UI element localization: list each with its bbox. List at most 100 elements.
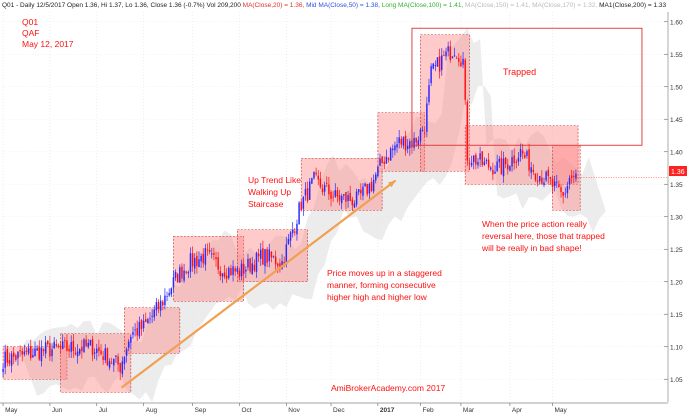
- candle-body: [470, 162, 473, 166]
- y-tick-label: 1.50: [670, 84, 683, 91]
- date-label: May 12, 2017: [22, 39, 74, 49]
- candle-body: [451, 56, 454, 59]
- candle-body: [423, 132, 426, 134]
- candle-body: [464, 59, 466, 100]
- candle-body: [166, 296, 168, 298]
- candle-body: [558, 184, 560, 188]
- candle-body: [543, 182, 545, 185]
- reversal-line-2: reversal here, those that trapped: [482, 231, 605, 241]
- candle-body: [355, 191, 358, 205]
- candle-body: [445, 51, 447, 57]
- candle-body: [127, 341, 130, 348]
- candle-body: [64, 340, 66, 342]
- candle-body: [270, 251, 273, 258]
- header-segment: Long MA(Close,100) = 1.41,: [380, 2, 463, 9]
- x-tick-label: Aug: [146, 407, 158, 414]
- candle-body: [402, 137, 405, 146]
- candle-body: [455, 57, 458, 59]
- header-segment: MA(Close,20) = 1.36,: [241, 2, 305, 9]
- candle-body: [21, 351, 23, 355]
- candle-body: [181, 266, 183, 279]
- staircase-box: [173, 235, 245, 302]
- candle-body: [432, 63, 434, 69]
- candle-body: [251, 263, 253, 275]
- candle-body: [351, 199, 354, 206]
- candle-body: [44, 342, 47, 354]
- candle-body: [179, 267, 181, 283]
- candle-body: [398, 137, 400, 144]
- candle-body: [387, 158, 390, 160]
- candle-body: [211, 253, 213, 255]
- staggered-line-2: manner, forming consecutive: [327, 280, 436, 290]
- y-tick-label: 1.40: [670, 149, 683, 156]
- staircase-box: [420, 34, 470, 172]
- candle-body: [375, 174, 377, 181]
- candle-body: [72, 340, 75, 352]
- candle-body: [110, 362, 113, 364]
- uptrend-line-1: Up Trend Like: [248, 175, 301, 185]
- candle-body: [55, 344, 58, 346]
- name-label: QAF: [22, 28, 39, 38]
- candle-body: [306, 188, 309, 201]
- candle-body: [202, 253, 204, 264]
- candle-body: [30, 346, 32, 359]
- candle-body: [560, 187, 562, 192]
- candle-body: [466, 101, 469, 161]
- candle-body: [334, 190, 337, 197]
- candle-body: [83, 339, 85, 353]
- candle-body: [417, 140, 420, 146]
- candle-body: [326, 183, 328, 184]
- candle-body: [87, 342, 89, 348]
- trend-arrow-line: [121, 179, 397, 389]
- candle-body: [113, 358, 115, 366]
- candle-body: [313, 172, 315, 179]
- candle-body: [191, 253, 194, 267]
- candle-body: [415, 137, 417, 143]
- candle-body: [308, 181, 311, 200]
- candle-body: [419, 129, 422, 141]
- candle-body: [298, 202, 300, 225]
- candle-body: [485, 160, 488, 162]
- candle-body: [291, 229, 294, 234]
- x-tick-label: Nov: [288, 407, 300, 414]
- candle-body: [468, 162, 471, 164]
- candle-body: [168, 292, 170, 296]
- candle-body: [449, 46, 452, 61]
- candle-body: [564, 193, 567, 195]
- candle-body: [42, 349, 45, 352]
- candle-body: [100, 350, 102, 355]
- candle-body: [93, 352, 96, 354]
- candle-body: [47, 341, 49, 345]
- candle-body: [287, 239, 290, 245]
- candle-body: [338, 195, 341, 201]
- candle-body: [136, 328, 138, 336]
- candle-body: [255, 252, 258, 272]
- x-tick-label: Jun: [52, 407, 63, 414]
- candle-body: [27, 348, 30, 354]
- candle-body: [551, 178, 554, 187]
- candle-body: [219, 271, 222, 277]
- candle-body: [36, 348, 38, 351]
- candle-body: [509, 166, 511, 171]
- candle-body: [430, 66, 432, 84]
- candle-body: [500, 158, 503, 175]
- candle-body: [285, 244, 288, 265]
- candle-body: [134, 329, 136, 331]
- candle-body: [108, 361, 111, 368]
- trapped-label: Trapped: [503, 67, 536, 77]
- candle-body: [496, 161, 498, 172]
- candle-body: [25, 350, 28, 352]
- candle-body: [475, 154, 477, 165]
- candle-body: [174, 272, 177, 278]
- candle-body: [96, 348, 98, 353]
- candle-body: [524, 155, 526, 158]
- candle-body: [360, 189, 362, 194]
- candle-body: [353, 203, 356, 208]
- candle-body: [536, 180, 539, 182]
- reversal-line-1: When the price action really: [482, 219, 588, 229]
- candle-body: [17, 351, 19, 359]
- staircase-box: [60, 333, 132, 393]
- candle-body: [394, 145, 396, 151]
- candle-body: [2, 368, 4, 373]
- y-tick-label: 1.25: [670, 247, 683, 254]
